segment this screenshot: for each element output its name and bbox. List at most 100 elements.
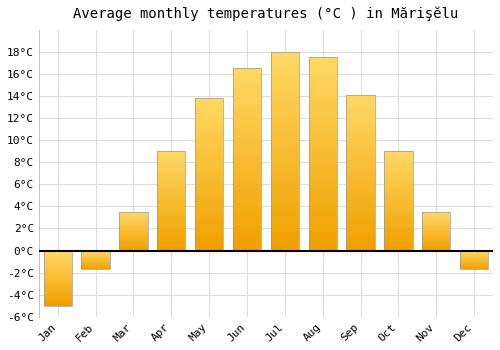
- Bar: [308, 154, 337, 158]
- Bar: [270, 191, 299, 195]
- Bar: [460, 258, 488, 259]
- Bar: [233, 218, 261, 221]
- Bar: [460, 256, 488, 257]
- Bar: [233, 94, 261, 97]
- Bar: [422, 235, 450, 236]
- Bar: [44, 290, 72, 292]
- Bar: [233, 68, 261, 251]
- Bar: [346, 160, 375, 163]
- Bar: [308, 247, 337, 251]
- Bar: [422, 240, 450, 241]
- Bar: [157, 185, 186, 187]
- Bar: [346, 104, 375, 107]
- Bar: [233, 127, 261, 130]
- Bar: [44, 262, 72, 264]
- Bar: [270, 107, 299, 111]
- Bar: [157, 245, 186, 246]
- Bar: [195, 232, 224, 235]
- Bar: [233, 229, 261, 232]
- Bar: [308, 227, 337, 231]
- Bar: [157, 193, 186, 195]
- Bar: [44, 257, 72, 258]
- Bar: [308, 158, 337, 162]
- Bar: [44, 280, 72, 281]
- Bar: [270, 163, 299, 167]
- Bar: [384, 245, 412, 246]
- Bar: [157, 229, 186, 231]
- Bar: [308, 235, 337, 239]
- Bar: [422, 217, 450, 218]
- Bar: [308, 166, 337, 169]
- Bar: [346, 226, 375, 229]
- Bar: [460, 257, 488, 258]
- Bar: [119, 241, 148, 242]
- Bar: [460, 251, 488, 252]
- Bar: [195, 183, 224, 187]
- Bar: [270, 131, 299, 135]
- Bar: [308, 107, 337, 111]
- Bar: [384, 240, 412, 243]
- Bar: [308, 177, 337, 181]
- Bar: [195, 247, 224, 251]
- Bar: [308, 88, 337, 92]
- Bar: [44, 254, 72, 255]
- Bar: [384, 217, 412, 219]
- Bar: [422, 248, 450, 249]
- Bar: [195, 141, 224, 144]
- Bar: [82, 253, 110, 254]
- Bar: [270, 199, 299, 203]
- Bar: [119, 212, 148, 214]
- Bar: [270, 135, 299, 139]
- Bar: [422, 245, 450, 246]
- Bar: [119, 247, 148, 248]
- Bar: [422, 250, 450, 251]
- Bar: [384, 157, 412, 159]
- Bar: [157, 177, 186, 179]
- Bar: [308, 185, 337, 189]
- Bar: [195, 241, 224, 244]
- Bar: [233, 112, 261, 116]
- Bar: [308, 119, 337, 123]
- Bar: [384, 165, 412, 167]
- Bar: [44, 282, 72, 284]
- Bar: [270, 56, 299, 60]
- Bar: [195, 235, 224, 238]
- Bar: [195, 208, 224, 211]
- Bar: [195, 122, 224, 126]
- Bar: [308, 212, 337, 216]
- Bar: [157, 248, 186, 251]
- Bar: [460, 265, 488, 266]
- Bar: [308, 80, 337, 84]
- Bar: [346, 219, 375, 223]
- Bar: [44, 284, 72, 285]
- Bar: [422, 214, 450, 215]
- Bar: [460, 264, 488, 265]
- Bar: [384, 177, 412, 179]
- Bar: [384, 234, 412, 237]
- Bar: [270, 159, 299, 163]
- Bar: [233, 181, 261, 185]
- Bar: [384, 169, 412, 171]
- Bar: [44, 255, 72, 256]
- Bar: [82, 251, 110, 269]
- Bar: [460, 268, 488, 269]
- Bar: [233, 108, 261, 112]
- Bar: [270, 246, 299, 251]
- Bar: [270, 203, 299, 207]
- Bar: [346, 126, 375, 129]
- Bar: [346, 110, 375, 113]
- Bar: [119, 214, 148, 215]
- Bar: [44, 275, 72, 276]
- Bar: [157, 201, 186, 203]
- Bar: [233, 210, 261, 214]
- Bar: [44, 268, 72, 269]
- Bar: [308, 111, 337, 115]
- Bar: [308, 162, 337, 166]
- Bar: [460, 266, 488, 267]
- Bar: [270, 183, 299, 187]
- Bar: [157, 183, 186, 185]
- Bar: [384, 209, 412, 211]
- Bar: [233, 134, 261, 138]
- Bar: [384, 231, 412, 233]
- Bar: [308, 65, 337, 69]
